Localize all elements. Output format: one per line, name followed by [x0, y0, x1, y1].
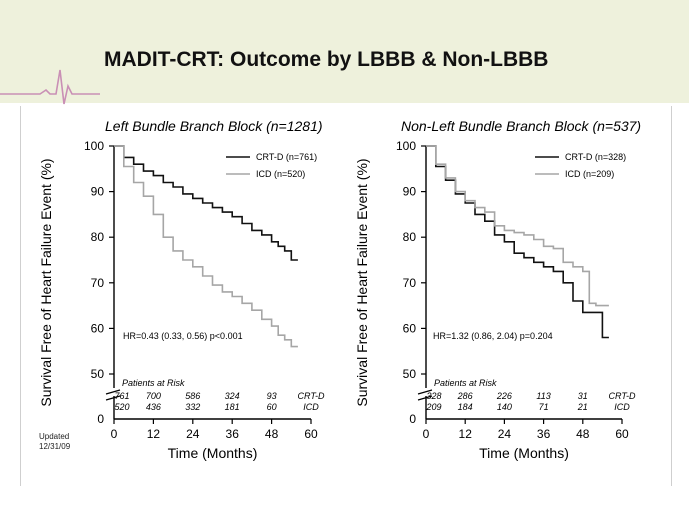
y-axis-label: Survival Free of Heart Failure Event (%)	[38, 158, 54, 406]
risk-table-value: 31	[578, 391, 588, 401]
axis-break-mark	[417, 395, 433, 401]
x-tick-label: 12	[147, 427, 161, 441]
legend-label: CRT-D (n=761)	[256, 152, 317, 162]
risk-table-value: 209	[425, 402, 441, 412]
y-tick-label: 70	[403, 276, 417, 290]
risk-table-value: 113	[536, 391, 550, 401]
y-tick-label: 50	[91, 367, 105, 381]
risk-table-value: 586	[185, 391, 200, 401]
risk-table-value: 324	[225, 391, 240, 401]
risk-table-value: 140	[497, 402, 512, 412]
chart-title: Left Bundle Branch Block (n=1281)	[105, 118, 323, 134]
y-tick-label: 70	[91, 276, 105, 290]
legend-label: CRT-D (n=328)	[565, 152, 626, 162]
axis-break-mark	[105, 395, 121, 401]
risk-table-value: 328	[426, 391, 441, 401]
y-tick-label: 100	[84, 139, 104, 153]
risk-table-row-label: ICD	[303, 402, 319, 412]
heartbeat-line-decoration	[0, 69, 100, 105]
risk-table-row-label: CRT-D	[608, 391, 636, 401]
x-axis-label: Time (Months)	[168, 445, 258, 461]
series-line-icd	[426, 145, 609, 307]
y-axis-label: Survival Free of Heart Failure Event (%)	[354, 158, 370, 406]
y-tick-label: 90	[403, 185, 417, 199]
axis-break-mark	[417, 389, 433, 395]
x-tick-label: 24	[186, 427, 200, 441]
series-line-crt-d	[114, 145, 298, 261]
risk-table-value: 21	[577, 402, 588, 412]
x-tick-label: 24	[498, 427, 512, 441]
risk-table-value: 761	[114, 391, 129, 401]
y-tick-label: 60	[403, 321, 417, 335]
risk-table-row-label: ICD	[614, 402, 630, 412]
x-tick-label: 36	[537, 427, 551, 441]
y-tick-label-zero: 0	[97, 412, 104, 426]
slide-header	[0, 0, 689, 103]
legend-label: ICD (n=209)	[565, 169, 614, 179]
y-tick-label: 80	[91, 230, 105, 244]
chart-title: Non-Left Bundle Branch Block (n=537)	[401, 118, 641, 134]
y-tick-label-zero: 0	[409, 412, 416, 426]
x-tick-label: 12	[459, 427, 473, 441]
series-line-icd	[114, 145, 298, 348]
slide-title: MADIT-CRT: Outcome by LBBB & Non-LBBB	[104, 48, 549, 71]
y-tick-label: 60	[91, 321, 105, 335]
km-chart-non-lbbb: Non-Left Bundle Branch Block (n=537) 100 9…	[354, 118, 641, 461]
x-tick-label: 48	[576, 427, 590, 441]
updated-footnote: Updated	[39, 432, 69, 441]
legend-label: ICD (n=520)	[256, 169, 305, 179]
risk-table-value: 332	[185, 402, 200, 412]
series-line-crt-d	[426, 145, 609, 339]
x-tick-label: 0	[111, 427, 118, 441]
risk-table-value: 60	[267, 402, 277, 412]
y-tick-label: 50	[403, 367, 417, 381]
x-tick-label: 0	[423, 427, 430, 441]
risk-table-value: 700	[146, 391, 161, 401]
y-tick-label: 80	[403, 230, 417, 244]
risk-table-header: Patients at Risk	[122, 378, 185, 388]
x-tick-label: 36	[226, 427, 240, 441]
risk-table-value: 436	[146, 402, 161, 412]
risk-table-value: 181	[225, 402, 240, 412]
risk-table-row-label: CRT-D	[297, 391, 325, 401]
risk-table-header: Patients at Risk	[434, 378, 497, 388]
km-chart-lbbb: Left Bundle Branch Block (n=1281)100 90 80…	[38, 118, 325, 461]
x-tick-label: 48	[265, 427, 279, 441]
y-tick-label: 100	[396, 139, 416, 153]
risk-table-value: 184	[458, 402, 473, 412]
risk-table-value: 226	[496, 391, 512, 401]
x-axis-label: Time (Months)	[479, 445, 569, 461]
axis-break-mark	[105, 389, 121, 395]
hazard-ratio-annotation: HR=1.32 (0.86, 2.04) p=0.204	[433, 331, 553, 341]
hazard-ratio-annotation: HR=0.43 (0.33, 0.56) p<0.001	[123, 331, 243, 341]
updated-footnote: 12/31/09	[39, 442, 71, 451]
risk-table-value: 71	[539, 402, 549, 412]
x-tick-label: 60	[615, 427, 629, 441]
x-tick-label: 60	[304, 427, 318, 441]
risk-table-value: 520	[114, 402, 129, 412]
risk-table-value: 93	[267, 391, 277, 401]
km-curves-figure: Left Bundle Branch Block (n=1281)1009080…	[38, 118, 641, 461]
charts-panel: Left Bundle Branch Block (n=1281) 100 90 80…	[20, 106, 672, 486]
risk-table-value: 286	[457, 391, 473, 401]
y-tick-label: 90	[91, 185, 105, 199]
